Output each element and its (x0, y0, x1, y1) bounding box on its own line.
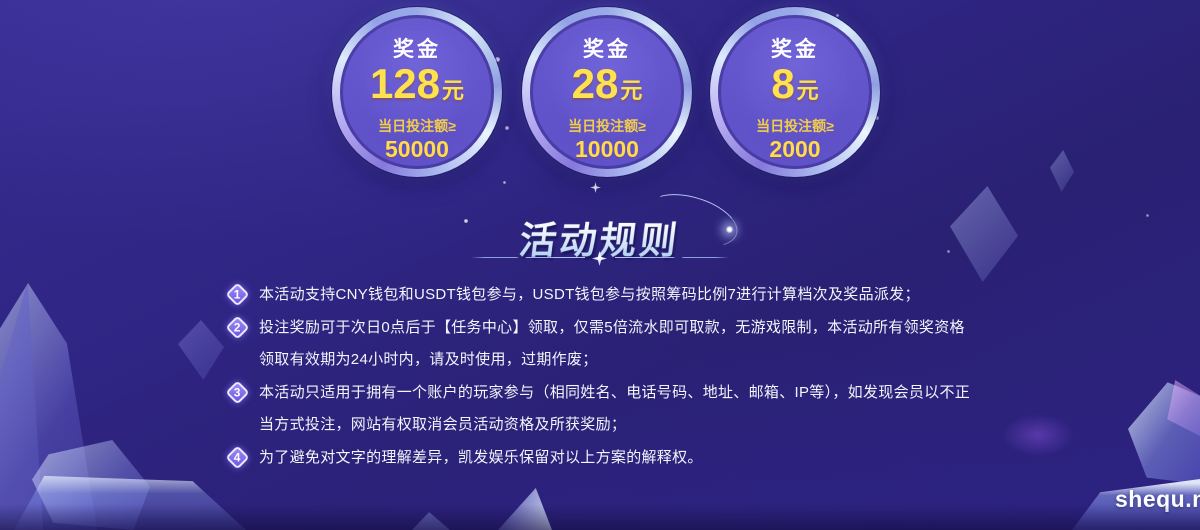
rule-item-2: 2 投注奖励可于次日0点后于【任务中心】领取，仅需5倍流水即可取款，无游戏限制，… (225, 312, 976, 377)
bet-threshold: 2000 (769, 136, 821, 162)
crystal-decoration-bottom-left-facet (0, 282, 44, 530)
prize-amount: 8元 (771, 60, 819, 107)
bet-condition: 当日投注额≥ (568, 118, 646, 134)
rule-item-3: 3 本活动只适用于拥有一个账户的玩家参与（相同姓名、电话号码、地址、邮箱、IP等… (225, 377, 976, 442)
prize-badge-3-face: 奖金 8元 当日投注额≥ 2000 (718, 15, 872, 169)
sparkle-dot (836, 14, 839, 17)
crystal-decoration-bottom-center (498, 488, 552, 530)
comet-head-decoration (726, 226, 733, 233)
sparkle-dot (875, 116, 879, 120)
crystal-decoration-bottom-right-pink (1167, 380, 1200, 436)
sparkle-star-icon (590, 182, 601, 193)
crystal-decoration-bottom-right-big (1128, 382, 1200, 484)
sparkle-dot (1146, 214, 1149, 217)
prize-badge-2-face: 奖金 28元 当日投注额≥ 10000 (530, 15, 684, 169)
rule-text: 本活动只适用于拥有一个账户的玩家参与（相同姓名、电话号码、地址、邮箱、IP等），… (259, 383, 971, 434)
rule-text: 为了避免对文字的理解差异，凯发娱乐保留对以上方案的解释权。 (259, 448, 703, 466)
rules-list: 1 本活动支持CNY钱包和USDT钱包参与，USDT钱包参与按照筹码比例7进行计… (225, 279, 976, 475)
sparkle-dot (947, 250, 950, 253)
prize-badge-3: 奖金 8元 当日投注额≥ 2000 (710, 7, 880, 177)
bet-threshold: 50000 (385, 136, 449, 162)
crystal-decoration-right-small (1050, 150, 1074, 192)
sparkle-dot (495, 57, 500, 62)
rule-number-badge: 3 (225, 379, 250, 405)
sparkle-dot (503, 181, 506, 184)
watermark: shequ.me (1115, 486, 1200, 512)
rule-text: 投注奖励可于次日0点后于【任务中心】领取，仅需5倍流水即可取款，无游戏限制，本活… (259, 318, 965, 369)
rule-number-badge: 1 (225, 282, 250, 307)
prize-amount: 28元 (571, 60, 643, 107)
sparkle-dot (464, 219, 468, 223)
prize-badge-2: 奖金 28元 当日投注额≥ 10000 (522, 7, 692, 177)
title-divider (471, 251, 729, 266)
prize-label: 奖金 (771, 38, 819, 61)
rule-item-1: 1 本活动支持CNY钱包和USDT钱包参与，USDT钱包参与按照筹码比例7进行计… (225, 279, 976, 312)
bet-threshold: 10000 (575, 136, 639, 162)
divider-line-right (615, 257, 729, 258)
bet-condition: 当日投注额≥ (756, 118, 834, 134)
prize-label: 奖金 (583, 38, 631, 61)
crystal-decoration-bottom-center-small (412, 512, 450, 530)
crystal-decoration-bottom-left-cube (32, 440, 150, 530)
sparkle-dot (505, 126, 509, 130)
rule-number-badge: 4 (225, 444, 250, 470)
crystal-decoration-left-floating (178, 320, 224, 380)
prize-badge-1-face: 奖金 128元 当日投注额≥ 50000 (340, 15, 494, 169)
crystal-decoration-bottom-left-slab (14, 475, 246, 530)
crystal-decoration-bottom-left-spike (0, 283, 98, 530)
rule-number-badge: 2 (225, 314, 250, 340)
rule-item-4: 4 为了避免对文字的理解差异，凯发娱乐保留对以上方案的解释权。 (225, 442, 976, 475)
purple-glow-decoration (1002, 414, 1074, 456)
divider-line-left (471, 257, 585, 258)
prize-badge-1: 奖金 128元 当日投注额≥ 50000 (332, 7, 502, 177)
rule-text: 本活动支持CNY钱包和USDT钱包参与，USDT钱包参与按照筹码比例7进行计算档… (259, 286, 920, 303)
prize-label: 奖金 (393, 38, 441, 61)
prize-amount: 128元 (369, 60, 465, 107)
divider-diamond-icon (592, 251, 607, 266)
bet-condition: 当日投注额≥ (378, 118, 456, 134)
